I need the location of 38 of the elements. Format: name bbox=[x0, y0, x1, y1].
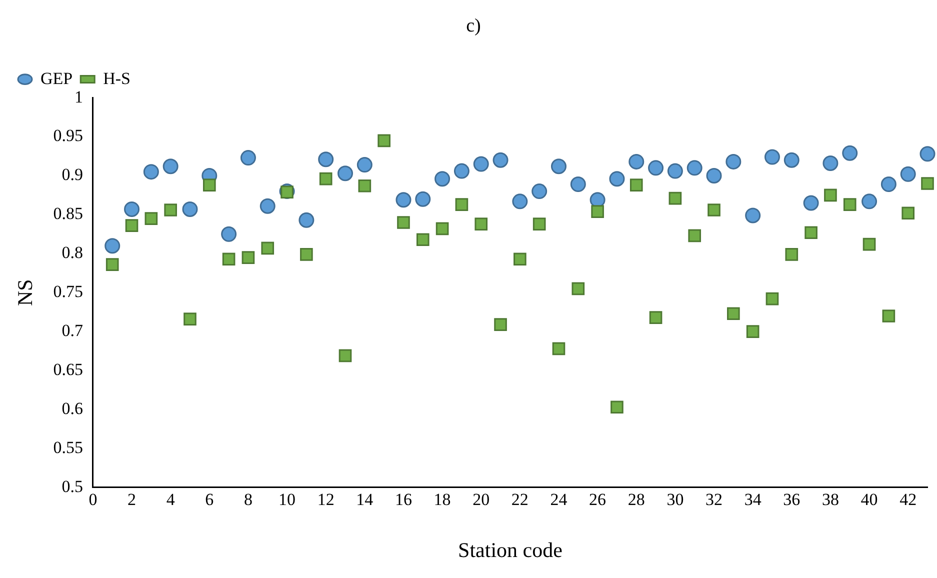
x-axis-title: Station code bbox=[458, 538, 562, 562]
x-tick-label: 2 bbox=[128, 490, 136, 510]
y-tick-label: 0.55 bbox=[53, 438, 83, 457]
chart-title: c) bbox=[466, 15, 481, 36]
x-tick-label: 6 bbox=[205, 490, 214, 510]
y-tick-label: 0.5 bbox=[62, 476, 83, 496]
x-tick-label: 24 bbox=[550, 490, 568, 510]
x-tick-label: 0 bbox=[88, 490, 98, 510]
x-tick-label: 16 bbox=[394, 490, 412, 510]
x-tick-label: 18 bbox=[434, 490, 451, 510]
x-tick-label: 36 bbox=[783, 490, 800, 510]
x-tick-label: 42 bbox=[900, 490, 917, 510]
legend-label: H-S bbox=[103, 68, 131, 88]
y-tick-label: 0.85 bbox=[53, 204, 83, 224]
y-tick-label: 0.8 bbox=[62, 243, 83, 262]
y-tick-label: 0.65 bbox=[53, 360, 83, 379]
x-tick-label: 12 bbox=[317, 490, 334, 510]
x-tick-label: 34 bbox=[744, 490, 762, 510]
y-tick-label: 0.9 bbox=[62, 165, 83, 184]
x-tick-label: 4 bbox=[166, 490, 176, 510]
legend-label: GEP bbox=[40, 68, 73, 88]
x-tick-label: 22 bbox=[511, 490, 528, 510]
x-tick-label: 38 bbox=[822, 490, 839, 510]
x-tick-label: 20 bbox=[472, 490, 490, 510]
x-tick-label: 32 bbox=[706, 490, 723, 510]
y-tick-label: 1 bbox=[74, 87, 83, 106]
y-tick-label: 0.7 bbox=[62, 321, 84, 340]
x-tick-label: 28 bbox=[628, 490, 645, 510]
x-tick-label: 8 bbox=[244, 490, 252, 510]
y-tick-label: 0.95 bbox=[53, 126, 83, 146]
y-axis-title: NS bbox=[13, 279, 38, 306]
x-tick-label: 40 bbox=[860, 490, 878, 510]
x-tick-label: 10 bbox=[278, 490, 296, 510]
x-tick-label: 14 bbox=[356, 490, 374, 510]
y-tick-label: 0.6 bbox=[62, 398, 83, 418]
x-tick-label: 26 bbox=[589, 490, 606, 510]
x-tick-label: 30 bbox=[666, 490, 684, 510]
y-tick-label: 0.75 bbox=[53, 282, 83, 302]
